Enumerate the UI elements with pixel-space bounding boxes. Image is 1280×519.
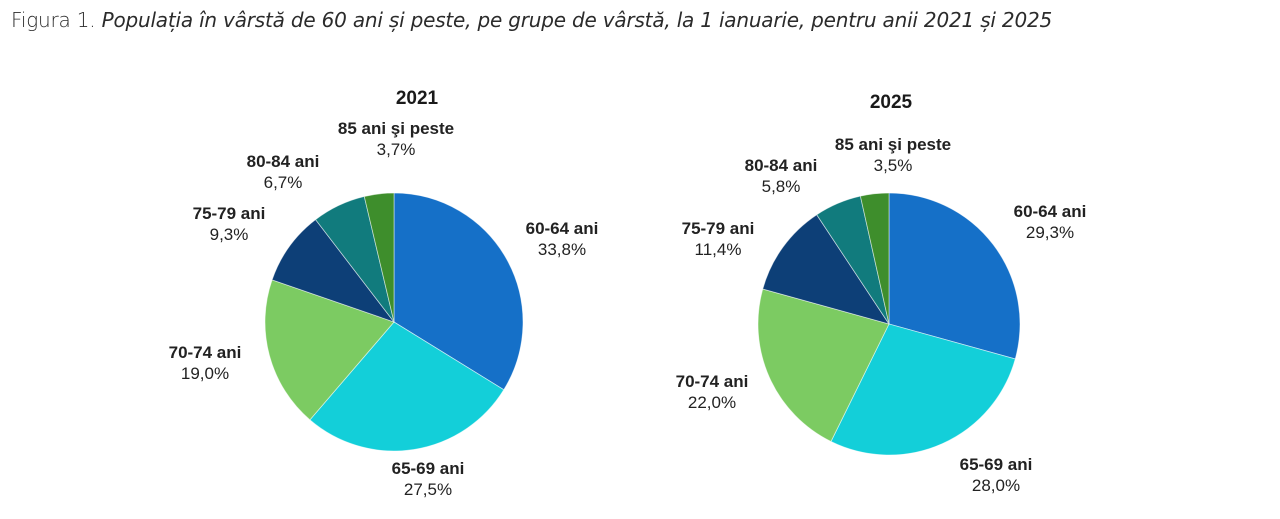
data-label-category: 60-64 ani	[526, 219, 599, 238]
data-label-category: 60-64 ani	[1014, 202, 1087, 221]
data-label-value: 11,4%	[695, 240, 742, 259]
data-label-65-69-ani: 65-69 ani 27,5%	[392, 459, 465, 499]
data-label-value: 27,5%	[404, 480, 452, 499]
pie-chart-2021: 2021 60-64 ani 33,8% 65-69 ani 27,5% 70-74 an…	[169, 88, 599, 499]
data-label-value: 29,3%	[1026, 223, 1074, 242]
data-label-75-79-ani: 75-79 ani 11,4%	[682, 219, 755, 259]
data-label-category: 75-79 ani	[193, 204, 266, 223]
data-label-value: 5,8%	[762, 177, 801, 196]
data-label-65-69-ani: 65-69 ani 28,0%	[960, 455, 1033, 495]
data-label-value: 3,5%	[874, 156, 913, 175]
chart-title: 2021	[396, 88, 439, 109]
data-label-80-84-ani: 80-84 ani 5,8%	[745, 156, 818, 196]
data-label-value: 9,3%	[210, 225, 249, 244]
pie-slice-70-74-ani	[264, 279, 395, 421]
pie-slice-70-74-ani	[757, 288, 890, 442]
pie-chart-2025: 2025 60-64 ani 29,3% 65-69 ani 28,0% 70-74 an…	[676, 92, 1087, 495]
data-label-category: 80-84 ani	[247, 152, 320, 171]
data-label-60-64-ani: 60-64 ani 33,8%	[526, 219, 599, 259]
data-label-85-ani-si-peste: 85 ani şi peste 3,5%	[835, 135, 951, 175]
data-label-80-84-ani: 80-84 ani 6,7%	[247, 152, 320, 192]
data-label-70-74-ani: 70-74 ani 22,0%	[676, 372, 749, 412]
data-label-category: 65-69 ani	[392, 459, 465, 478]
pie-slice-85-ani-si-peste	[363, 192, 395, 323]
chart-title: 2025	[870, 92, 913, 113]
pie-slice-60-64-ani	[888, 192, 1021, 360]
data-label-60-64-ani: 60-64 ani 29,3%	[1014, 202, 1087, 242]
data-label-value: 3,7%	[377, 140, 416, 159]
pie-slice-85-ani-si-peste	[859, 192, 890, 325]
data-label-value: 33,8%	[538, 240, 586, 259]
data-label-value: 22,0%	[688, 393, 736, 412]
pie-slice-75-79-ani	[762, 214, 890, 325]
figure-caption: Figura 1. Populația în vârstă de 60 ani …	[11, 8, 1052, 32]
data-label-value: 19,0%	[181, 364, 229, 383]
data-label-category: 85 ani şi peste	[835, 135, 951, 154]
data-label-category: 80-84 ani	[745, 156, 818, 175]
figure-title: Populația în vârstă de 60 ani și peste, …	[101, 8, 1053, 32]
figure-number: Figura 1.	[11, 8, 96, 32]
data-label-category: 75-79 ani	[682, 219, 755, 238]
data-label-85-ani-si-peste: 85 ani şi peste 3,7%	[338, 119, 454, 159]
data-label-value: 6,7%	[264, 173, 303, 192]
pie-slice-60-64-ani	[393, 192, 524, 391]
data-label-75-79-ani: 75-79 ani 9,3%	[193, 204, 266, 244]
data-label-70-74-ani: 70-74 ani 19,0%	[169, 343, 242, 383]
data-label-category: 70-74 ani	[169, 343, 242, 362]
data-label-value: 28,0%	[972, 476, 1020, 495]
data-label-category: 65-69 ani	[960, 455, 1033, 474]
pie-slice-65-69-ani	[309, 321, 505, 452]
data-label-category: 85 ani şi peste	[338, 119, 454, 138]
pie-slice-65-69-ani	[830, 323, 1016, 456]
data-label-category: 70-74 ani	[676, 372, 749, 391]
